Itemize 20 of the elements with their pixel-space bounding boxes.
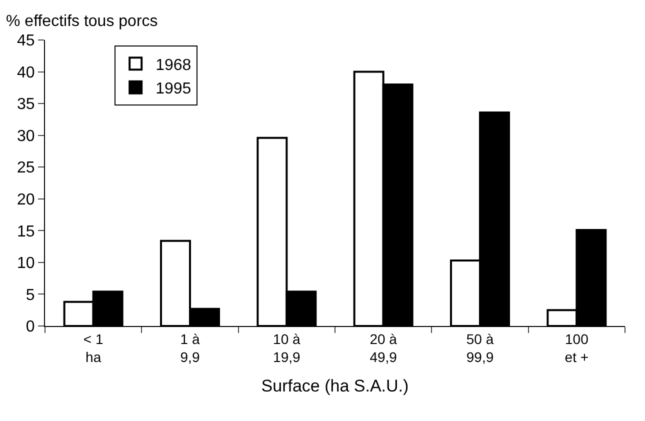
- y-tick-label: 0: [26, 318, 35, 336]
- y-tick-label: 25: [17, 160, 35, 177]
- y-tick-label: 5: [26, 286, 35, 304]
- y-tick-label: 40: [17, 64, 35, 82]
- y-tick-label: 45: [17, 32, 35, 50]
- x-tick-label: 100 et +: [564, 330, 589, 365]
- y-tick-label: 30: [17, 128, 35, 145]
- x-tick-label: 10 à 19,9: [273, 330, 301, 365]
- y-axis-title: % effectifs tous porcs: [6, 13, 158, 30]
- x-tick-label: 1 à 9,9: [180, 330, 200, 365]
- x-tick-label: < 1 ha: [83, 330, 104, 365]
- y-tick-label: 10: [17, 255, 35, 272]
- y-tick-label: 15: [17, 223, 35, 240]
- x-axis-title: Surface (ha S.A.U.): [261, 376, 409, 396]
- x-tick-label: 50 à 99,9: [466, 330, 494, 365]
- legend-label: 1968: [156, 56, 192, 74]
- x-tick-label: 20 à 49,9: [370, 330, 398, 365]
- legend-label: 1995: [156, 80, 192, 98]
- y-tick-label: 35: [17, 96, 35, 114]
- y-tick-label: 20: [17, 191, 35, 208]
